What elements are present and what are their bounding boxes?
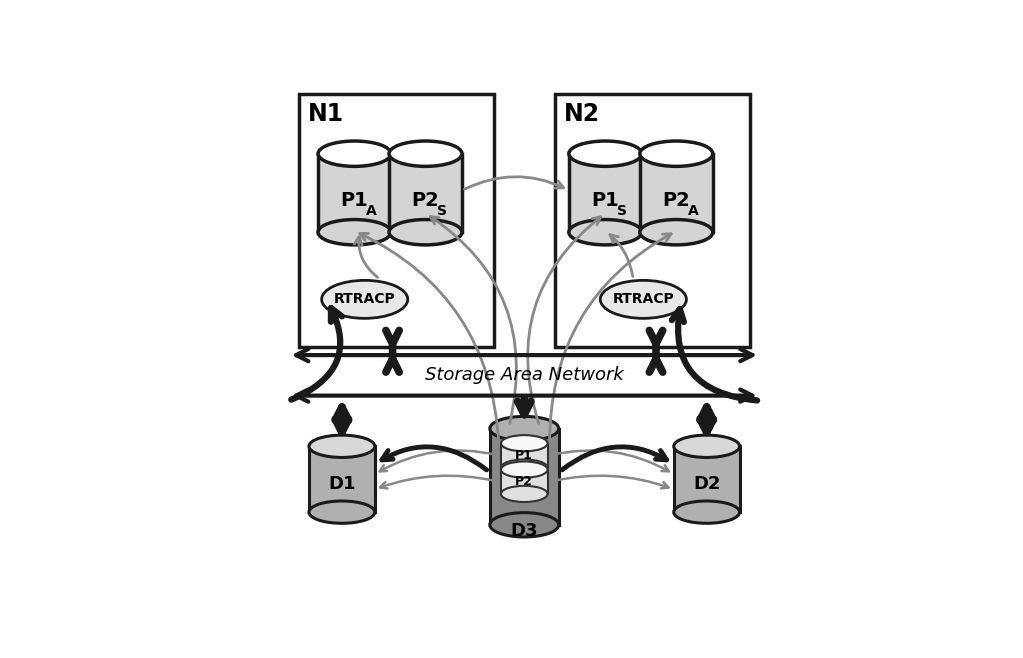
Ellipse shape (309, 435, 374, 457)
Polygon shape (639, 154, 713, 232)
Ellipse shape (318, 141, 391, 166)
Ellipse shape (569, 141, 641, 166)
Ellipse shape (318, 220, 391, 245)
Polygon shape (569, 154, 641, 232)
Text: Storage Area Network: Storage Area Network (425, 367, 624, 384)
Ellipse shape (501, 461, 547, 478)
Text: P2: P2 (516, 475, 533, 488)
Ellipse shape (674, 435, 740, 457)
Ellipse shape (501, 435, 547, 451)
Ellipse shape (389, 220, 462, 245)
Polygon shape (490, 428, 559, 525)
Text: A: A (687, 204, 699, 218)
Text: D2: D2 (693, 475, 720, 494)
Text: N1: N1 (308, 102, 344, 126)
Polygon shape (318, 154, 391, 232)
Ellipse shape (639, 220, 713, 245)
Polygon shape (309, 446, 374, 512)
Ellipse shape (674, 501, 740, 523)
Text: S: S (437, 204, 447, 218)
Polygon shape (674, 446, 740, 512)
Text: P1: P1 (341, 191, 368, 210)
Text: RTRACP: RTRACP (333, 292, 396, 307)
Ellipse shape (501, 486, 547, 502)
Ellipse shape (569, 220, 641, 245)
Text: P1: P1 (516, 449, 533, 462)
Text: D3: D3 (510, 522, 538, 540)
Text: S: S (617, 204, 627, 218)
Ellipse shape (501, 459, 547, 476)
FancyBboxPatch shape (554, 94, 750, 347)
Polygon shape (501, 443, 547, 468)
Polygon shape (501, 470, 547, 494)
Text: P2: P2 (411, 191, 439, 210)
Text: N2: N2 (564, 102, 599, 126)
Text: P1: P1 (591, 191, 619, 210)
Ellipse shape (309, 501, 374, 523)
Ellipse shape (601, 280, 686, 318)
FancyBboxPatch shape (299, 94, 494, 347)
Text: D1: D1 (328, 475, 356, 494)
Ellipse shape (321, 280, 408, 318)
Text: P2: P2 (663, 191, 691, 210)
Text: A: A (366, 204, 376, 218)
Text: RTRACP: RTRACP (613, 292, 674, 307)
Ellipse shape (389, 141, 462, 166)
Ellipse shape (490, 513, 559, 537)
Ellipse shape (490, 417, 559, 441)
Polygon shape (389, 154, 462, 232)
Ellipse shape (639, 141, 713, 166)
